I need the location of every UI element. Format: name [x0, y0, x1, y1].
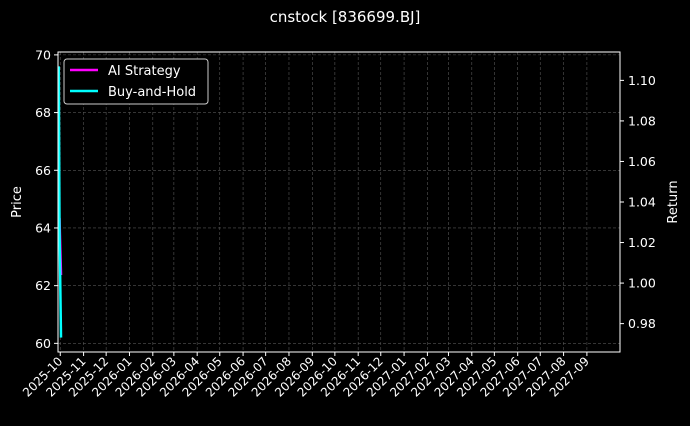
y-axis-left: 60 62 64 66 68 70 — [35, 47, 58, 351]
y-right-tick-label: 1.10 — [628, 73, 656, 88]
series-line-buy-and-hold — [57, 66, 63, 338]
y-right-tick-label: 1.08 — [628, 113, 656, 128]
legend-label-buy-and-hold: Buy-and-Hold — [108, 85, 196, 100]
legend: AI Strategy Buy-and-Hold — [63, 58, 209, 105]
y-left-tick-label: 68 — [35, 105, 51, 120]
y-right-tick-label: 1.06 — [628, 154, 656, 169]
y-left-tick-label: 70 — [35, 47, 51, 62]
y-right-tick-label: 1.04 — [628, 195, 656, 210]
y-right-tick-label: 0.98 — [628, 316, 656, 331]
y-left-tick-label: 60 — [35, 336, 51, 351]
y-right-tick-label: 1.02 — [628, 235, 656, 250]
y-axis-left-label: Price — [10, 186, 25, 218]
y-right-tick-label: 1.00 — [628, 276, 656, 291]
series-lines — [57, 66, 63, 338]
y-left-tick-label: 64 — [35, 220, 51, 235]
y-left-tick-label: 66 — [35, 163, 51, 178]
legend-label-ai-strategy: AI Strategy — [108, 64, 181, 79]
y-axis-right: 0.98 1.00 1.02 1.04 1.06 1.08 1.10 — [620, 73, 656, 331]
x-axis: 2025-102025-112025-122026-012026-022026-… — [20, 352, 592, 400]
chart-title: cnstock [836699.BJ] — [270, 8, 421, 26]
y-left-tick-label: 62 — [35, 278, 51, 293]
y-axis-right-label: Return — [666, 180, 681, 223]
